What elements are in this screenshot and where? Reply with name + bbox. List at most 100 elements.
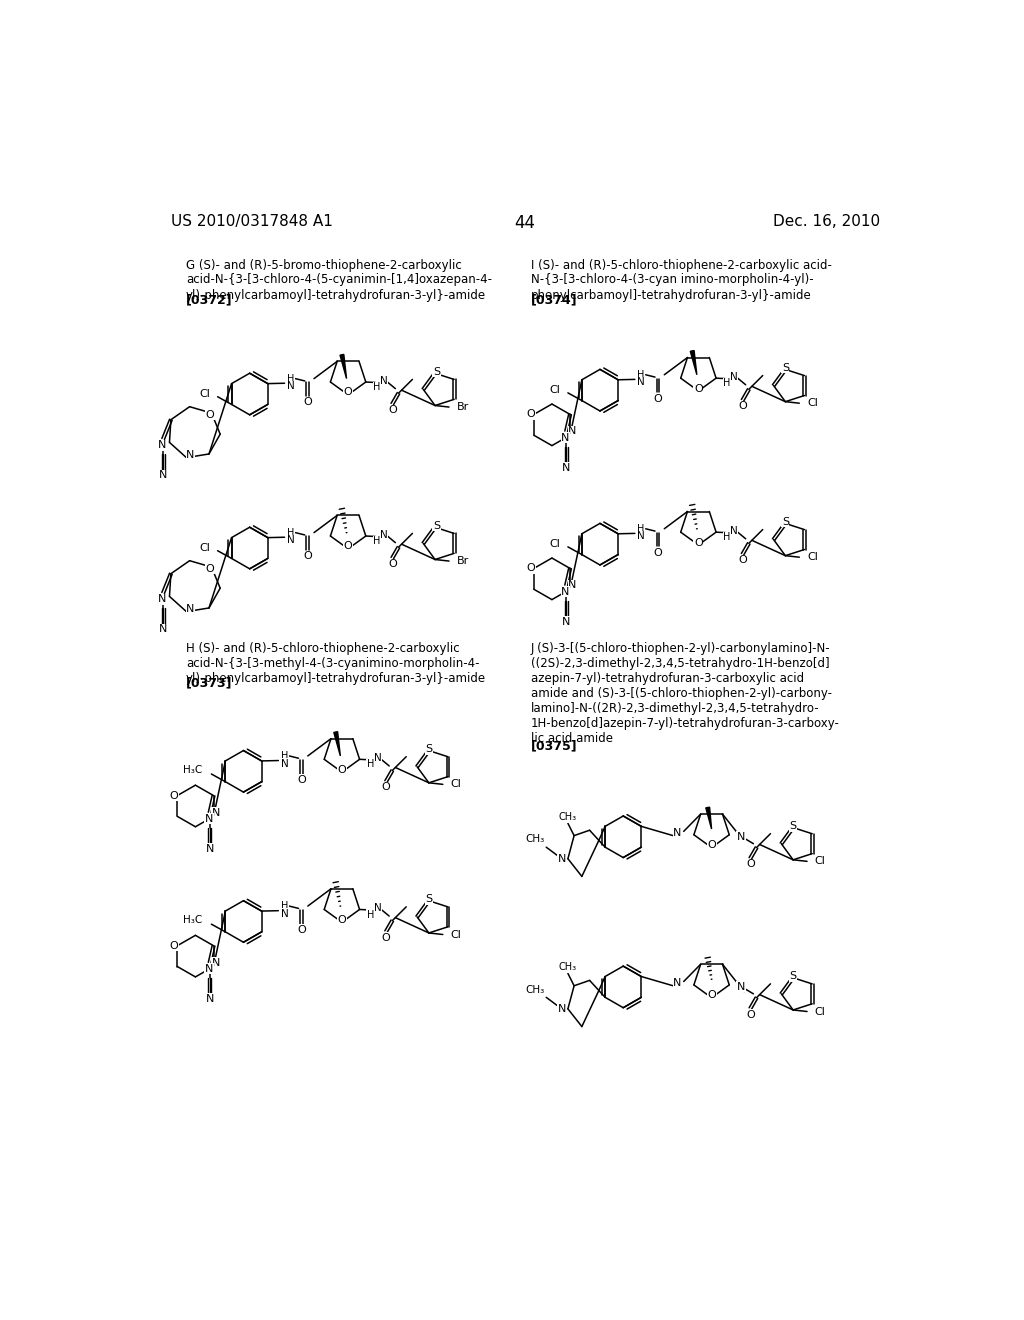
Text: H: H — [373, 381, 381, 392]
Text: O: O — [526, 564, 536, 573]
Text: O: O — [297, 775, 306, 785]
Text: O: O — [745, 1010, 755, 1019]
Text: N: N — [186, 605, 195, 614]
Text: S: S — [790, 821, 797, 832]
Text: H: H — [373, 536, 381, 546]
Text: O: O — [388, 405, 396, 416]
Text: N: N — [281, 759, 289, 768]
Text: CH₃: CH₃ — [559, 812, 577, 822]
Text: O: O — [694, 537, 702, 548]
Text: Br: Br — [457, 403, 469, 412]
Text: N: N — [206, 994, 214, 1003]
Text: O: O — [382, 783, 390, 792]
Text: N: N — [737, 982, 745, 991]
Text: N: N — [212, 958, 220, 968]
Text: S: S — [790, 972, 797, 981]
Text: S: S — [781, 363, 788, 372]
Text: [0372]: [0372] — [186, 293, 232, 306]
Text: H₃C: H₃C — [183, 766, 202, 775]
Text: Cl: Cl — [807, 399, 818, 408]
Text: N: N — [205, 813, 213, 824]
Text: N: N — [674, 978, 682, 989]
Polygon shape — [340, 354, 346, 379]
Text: O: O — [708, 841, 716, 850]
Text: N: N — [557, 854, 566, 863]
Text: H: H — [723, 532, 731, 543]
Text: N: N — [561, 433, 569, 442]
Text: O: O — [388, 560, 396, 569]
Text: O: O — [382, 933, 390, 942]
Text: H: H — [287, 374, 295, 384]
Text: Cl: Cl — [451, 929, 462, 940]
Text: N: N — [730, 527, 738, 536]
Text: N: N — [374, 903, 381, 913]
Text: CH₃: CH₃ — [525, 985, 545, 994]
Text: O: O — [708, 990, 716, 1001]
Text: N: N — [212, 808, 220, 817]
Text: [0373]: [0373] — [186, 677, 232, 689]
Text: O: O — [297, 925, 306, 935]
Text: CH₃: CH₃ — [525, 834, 545, 845]
Text: H: H — [287, 528, 295, 537]
Text: H: H — [637, 524, 645, 533]
Text: H: H — [281, 751, 288, 760]
Text: H: H — [367, 909, 374, 920]
Text: O: O — [170, 791, 178, 800]
Text: N: N — [158, 594, 167, 605]
Text: N: N — [374, 754, 381, 763]
Text: Cl: Cl — [815, 1007, 825, 1016]
Text: I (S)- and (R)-5-chloro-thiophene-2-carboxylic acid-
N-{3-[3-chloro-4-(3-cyan im: I (S)- and (R)-5-chloro-thiophene-2-carb… — [531, 259, 831, 301]
Text: Cl: Cl — [807, 552, 818, 562]
Text: US 2010/0317848 A1: US 2010/0317848 A1 — [171, 214, 333, 228]
Text: S: S — [425, 744, 432, 754]
Text: O: O — [653, 548, 663, 557]
Text: Cl: Cl — [549, 385, 560, 395]
Text: H: H — [637, 370, 645, 380]
Text: O: O — [344, 388, 352, 397]
Text: N: N — [380, 529, 388, 540]
Text: N: N — [568, 426, 577, 437]
Text: S: S — [433, 367, 440, 376]
Polygon shape — [706, 807, 712, 829]
Text: Cl: Cl — [549, 539, 560, 549]
Text: N: N — [380, 376, 388, 385]
Text: Cl: Cl — [815, 857, 825, 866]
Text: O: O — [738, 556, 746, 565]
Text: [0375]: [0375] — [531, 739, 578, 752]
Text: Dec. 16, 2010: Dec. 16, 2010 — [773, 214, 880, 228]
Text: O: O — [745, 859, 755, 870]
Text: O: O — [738, 401, 746, 412]
Text: N: N — [730, 372, 738, 381]
Text: CH₃: CH₃ — [559, 962, 577, 973]
Polygon shape — [334, 731, 340, 756]
Text: O: O — [303, 397, 312, 408]
Text: O: O — [344, 541, 352, 552]
Text: N: N — [568, 581, 577, 590]
Text: O: O — [170, 941, 178, 950]
Text: N: N — [206, 843, 214, 854]
Text: N: N — [557, 1005, 566, 1014]
Text: N: N — [281, 908, 289, 919]
Text: H (S)- and (R)-5-chloro-thiophene-2-carboxylic
acid-N-{3-[3-methyl-4-(3-cyanimin: H (S)- and (R)-5-chloro-thiophene-2-carb… — [186, 642, 486, 685]
Text: N: N — [158, 440, 167, 450]
Text: 44: 44 — [514, 214, 536, 232]
Text: N: N — [637, 378, 645, 388]
Text: O: O — [338, 915, 346, 925]
Text: O: O — [206, 564, 214, 574]
Text: N: N — [159, 624, 167, 634]
Text: Cl: Cl — [451, 779, 462, 789]
Text: G (S)- and (R)-5-bromo-thiophene-2-carboxylic
acid-N-{3-[3-chloro-4-(5-cyanimin-: G (S)- and (R)-5-bromo-thiophene-2-carbo… — [186, 259, 493, 301]
Text: O: O — [303, 552, 312, 561]
Text: J (S)-3-[(5-chloro-thiophen-2-yl)-carbonylamino]-N-
((2S)-2,3-dimethyl-2,3,4,5-t: J (S)-3-[(5-chloro-thiophen-2-yl)-carbon… — [531, 642, 840, 744]
Text: O: O — [338, 764, 346, 775]
Text: S: S — [425, 894, 432, 904]
Text: N: N — [562, 616, 570, 627]
Text: H₃C: H₃C — [183, 915, 202, 925]
Text: N: N — [674, 828, 682, 838]
Text: O: O — [526, 409, 536, 420]
Text: [0374]: [0374] — [531, 293, 578, 306]
Text: S: S — [433, 521, 440, 531]
Text: N: N — [561, 586, 569, 597]
Text: Cl: Cl — [199, 388, 210, 399]
Text: N: N — [737, 832, 745, 842]
